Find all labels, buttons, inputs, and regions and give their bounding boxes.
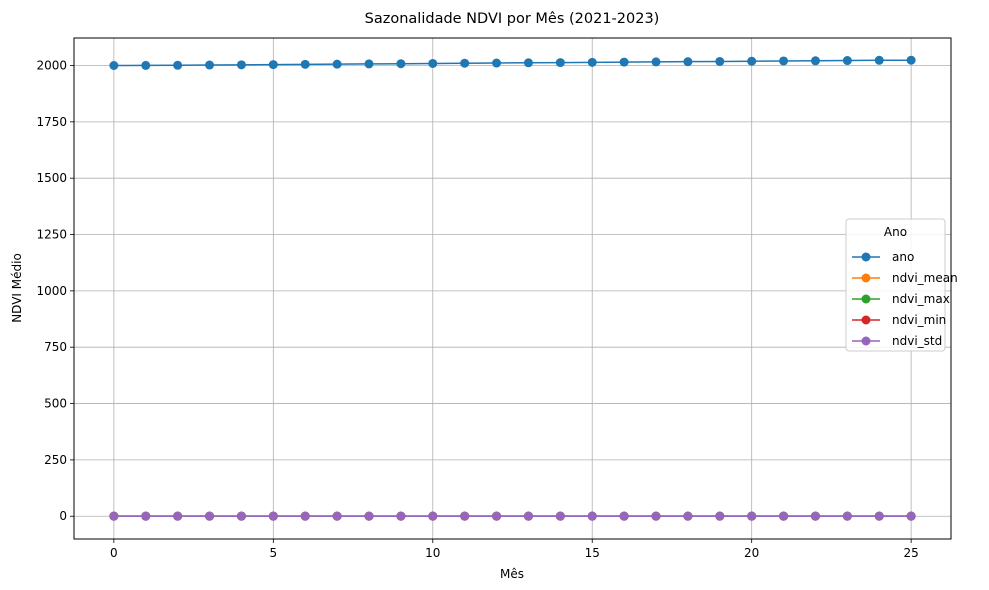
data-point xyxy=(109,60,119,70)
data-point xyxy=(332,59,342,69)
data-point xyxy=(779,511,789,521)
legend-marker xyxy=(861,294,871,304)
data-point xyxy=(810,56,820,66)
data-point xyxy=(906,511,916,521)
x-tick-label: 15 xyxy=(585,546,600,560)
data-point xyxy=(396,59,406,69)
data-point xyxy=(810,511,820,521)
data-point xyxy=(141,511,151,521)
legend-title: Ano xyxy=(884,225,907,239)
data-point xyxy=(300,59,310,69)
data-point xyxy=(364,511,374,521)
legend-marker xyxy=(861,273,871,283)
data-point xyxy=(332,511,342,521)
series-line xyxy=(113,59,912,67)
x-tick-label: 10 xyxy=(425,546,440,560)
data-point xyxy=(396,511,406,521)
legend-label: ndvi_min xyxy=(892,313,946,327)
data-point xyxy=(268,511,278,521)
data-point xyxy=(683,57,693,67)
y-tick-label: 1500 xyxy=(36,171,67,185)
x-tick-label: 20 xyxy=(744,546,759,560)
legend-label: ndvi_max xyxy=(892,292,950,306)
data-point xyxy=(715,511,725,521)
data-point xyxy=(460,58,470,68)
y-tick-label: 500 xyxy=(44,397,67,411)
data-point xyxy=(842,511,852,521)
data-point xyxy=(842,56,852,66)
data-point xyxy=(683,511,693,521)
legend: Ano ano ndvi_mean ndvi_max ndvi_min ndvi_std xyxy=(845,218,958,352)
y-axis-label: NDVI Médio xyxy=(10,253,24,323)
data-point xyxy=(555,511,565,521)
data-point xyxy=(715,56,725,66)
data-point xyxy=(236,60,246,70)
legend-label: ndvi_std xyxy=(892,334,942,348)
data-point xyxy=(236,511,246,521)
data-point xyxy=(428,58,438,68)
legend-marker xyxy=(861,252,871,262)
y-tick-label: 0 xyxy=(59,509,67,523)
data-point xyxy=(364,59,374,69)
data-point xyxy=(109,511,119,521)
x-tick-label: 25 xyxy=(903,546,918,560)
legend-marker xyxy=(861,336,871,346)
data-point xyxy=(619,511,629,521)
data-point xyxy=(523,511,533,521)
data-point xyxy=(268,60,278,70)
data-point xyxy=(587,57,597,67)
series-ndvi-std xyxy=(109,511,916,521)
legend-label: ano xyxy=(892,250,914,264)
plot-frame xyxy=(73,37,952,540)
legend-box xyxy=(845,218,946,352)
x-axis-label: Mês xyxy=(500,567,524,581)
x-tick-label: 0 xyxy=(110,546,118,560)
y-tick-label: 1250 xyxy=(36,228,67,242)
data-point xyxy=(747,56,757,66)
data-point xyxy=(619,57,629,67)
data-point xyxy=(492,511,502,521)
data-point xyxy=(141,60,151,70)
y-tick-label: 1000 xyxy=(36,284,67,298)
data-point xyxy=(779,56,789,66)
data-point xyxy=(587,511,597,521)
data-point xyxy=(651,511,661,521)
series-layer xyxy=(109,55,916,521)
data-point xyxy=(205,60,215,70)
x-tick-label: 5 xyxy=(269,546,277,560)
data-point xyxy=(555,58,565,68)
data-point xyxy=(428,511,438,521)
data-point xyxy=(173,511,183,521)
data-point xyxy=(874,511,884,521)
y-tick-label: 750 xyxy=(44,340,67,354)
y-tick-label: 250 xyxy=(44,453,67,467)
data-point xyxy=(874,55,884,65)
data-point xyxy=(205,511,215,521)
data-point xyxy=(523,58,533,68)
legend-label: ndvi_mean xyxy=(892,271,958,285)
data-point xyxy=(173,60,183,70)
data-point xyxy=(651,57,661,67)
data-point xyxy=(300,511,310,521)
data-point xyxy=(460,511,470,521)
chart-title: Sazonalidade NDVI por Mês (2021-2023) xyxy=(365,11,660,27)
series-ano xyxy=(109,55,916,70)
y-tick-label: 1750 xyxy=(36,115,67,129)
data-point xyxy=(492,58,502,68)
data-point xyxy=(906,55,916,65)
y-tick-label: 2000 xyxy=(36,58,67,72)
data-point xyxy=(747,511,757,521)
legend-marker xyxy=(861,315,871,325)
